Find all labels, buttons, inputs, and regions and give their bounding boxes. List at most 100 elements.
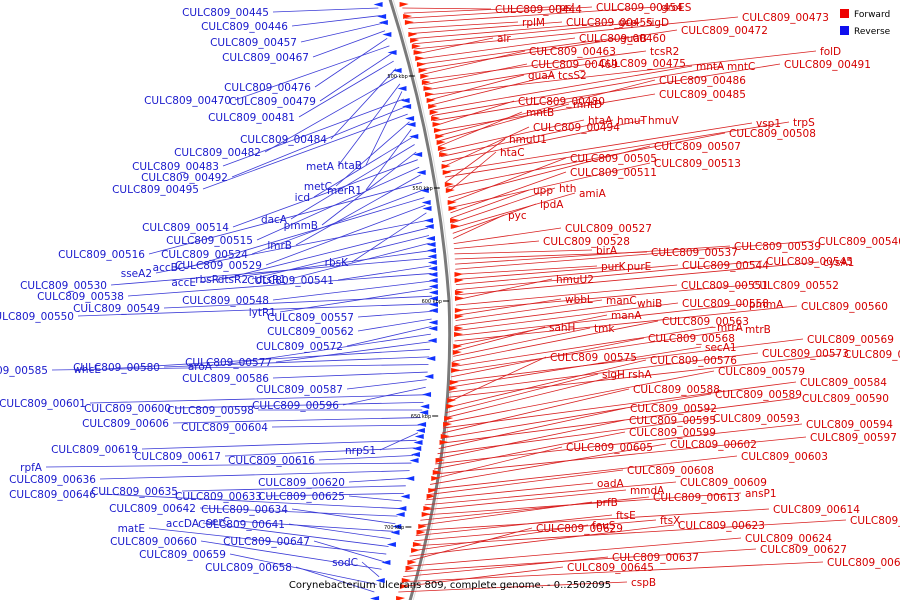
gene-label: CULC809_00483 xyxy=(132,161,219,173)
gene-label: mtrB xyxy=(745,324,771,336)
reverse-gene-glyph xyxy=(416,170,426,175)
reverse-gene-glyph xyxy=(428,308,438,313)
fwd-connector xyxy=(402,7,492,10)
rev-connector xyxy=(141,439,417,450)
legend-forward-label: Forward xyxy=(854,10,890,20)
forward-gene-glyph xyxy=(454,296,464,301)
rev-connector xyxy=(361,561,380,578)
rev-connector xyxy=(291,508,396,525)
rev-connector xyxy=(346,326,432,347)
fwd-connector xyxy=(411,524,589,552)
fwd-connector xyxy=(455,245,731,265)
forward-gene-glyph xyxy=(418,68,428,73)
gene-label: aroA xyxy=(188,361,213,373)
reverse-gene-glyph xyxy=(386,542,396,547)
gene-label: htaB xyxy=(338,160,362,172)
rev-connector xyxy=(199,250,431,283)
forward-gene-glyph xyxy=(428,488,438,493)
rev-connector xyxy=(163,295,432,309)
gene-label: oadA xyxy=(597,478,625,490)
forward-gene-glyph xyxy=(436,140,446,145)
forward-gene-glyph xyxy=(411,44,421,49)
gene-label: CULC809_00627 xyxy=(760,544,847,556)
gene-label: CULC809_00544 xyxy=(682,260,769,272)
gene-label: CULC809_00580 xyxy=(73,362,160,374)
fwd-connector xyxy=(452,320,659,362)
gene-label: metA xyxy=(306,161,335,173)
gene-label: sahH xyxy=(549,322,575,334)
gene-label: CULC809_00642 xyxy=(109,503,196,515)
gene-label: CULC809_00637 xyxy=(612,552,699,564)
reverse-gene-glyph xyxy=(428,278,438,283)
forward-gene-glyph xyxy=(449,380,459,385)
gene-label: cspB xyxy=(631,577,656,589)
rev-connector xyxy=(234,45,390,101)
rev-connector xyxy=(104,348,430,370)
gene-label: CULC809_00482 xyxy=(174,147,261,159)
fwd-connector xyxy=(421,50,526,75)
rev-connector xyxy=(337,83,401,167)
reverse-gene-glyph xyxy=(402,104,412,109)
fwd-connector xyxy=(449,162,651,209)
legend-reverse-label: Reverse xyxy=(854,27,891,37)
gene-label: CULC809_00455 xyxy=(566,17,653,29)
forward-gene-glyph xyxy=(421,80,431,85)
gene-label: accE xyxy=(171,277,196,289)
fwd-connector xyxy=(403,6,552,14)
reverse-gene-glyph xyxy=(427,260,437,265)
fwd-connector xyxy=(455,240,815,270)
rev-connector xyxy=(148,182,422,255)
fwd-connector xyxy=(408,21,519,29)
forward-gene-glyph xyxy=(432,470,442,475)
rev-connector xyxy=(99,470,410,480)
rev-connector xyxy=(379,432,419,451)
reverse-gene-glyph xyxy=(381,560,391,565)
forward-gene-glyph xyxy=(431,116,441,121)
fwd-connector xyxy=(445,373,599,414)
fwd-connector xyxy=(420,496,650,521)
gene-label: nrpS1 xyxy=(345,445,376,457)
legend-reverse-swatch xyxy=(840,26,849,35)
gene-label: CULC809_00485 xyxy=(659,89,746,101)
forward-gene-glyph xyxy=(450,218,460,223)
gene-label: ftsX xyxy=(660,515,680,527)
gene-label: CULC809_00634 xyxy=(201,504,288,516)
rev-connector xyxy=(291,15,381,27)
gene-label: CULC809_00516 xyxy=(58,249,145,261)
fwd-connector xyxy=(446,359,647,408)
forward-gene-glyph xyxy=(448,386,458,391)
fwd-connector xyxy=(454,305,798,342)
rev-connector xyxy=(365,91,403,166)
fwd-connector xyxy=(415,37,494,55)
gene-label: CULC809_00609 xyxy=(680,477,767,489)
gene-label: alr xyxy=(497,33,511,45)
fwd-connector xyxy=(417,508,770,531)
reverse-gene-glyph xyxy=(426,242,436,247)
gene-label: CULC809_00573 xyxy=(762,348,849,360)
fwd-connector xyxy=(414,16,739,50)
fwd-connector xyxy=(455,278,553,301)
forward-gene-glyph xyxy=(431,476,441,481)
gene-label: CULC809_00530 xyxy=(20,280,107,292)
gene-label: CULC809_00659 xyxy=(139,549,226,561)
gene-label: CULC809_00538 xyxy=(37,291,124,303)
gene-label: CULC809_00641 xyxy=(198,519,285,531)
fwd-connector xyxy=(428,74,525,101)
forward-gene-glyph xyxy=(432,122,442,127)
rev-connector xyxy=(298,60,394,118)
gene-label: manA xyxy=(611,310,642,322)
fwd-connector xyxy=(404,548,757,572)
rev-connector xyxy=(51,364,429,371)
gene-label: CULC809_00537 xyxy=(651,247,738,259)
gene-label: CULC809_00592 xyxy=(630,403,717,415)
rev-connector xyxy=(348,495,402,502)
gene-label: CULC809_00585 xyxy=(0,365,48,377)
fwd-connector xyxy=(418,37,617,65)
reverse-gene-glyph xyxy=(415,428,425,433)
gene-label: CULC809_00625 xyxy=(258,491,345,503)
reverse-gene-glyph xyxy=(406,122,416,127)
fwd-connector xyxy=(399,566,564,588)
fwd-connector xyxy=(453,214,505,239)
reverse-gene-glyph xyxy=(409,134,419,139)
forward-gene-glyph xyxy=(439,152,449,157)
